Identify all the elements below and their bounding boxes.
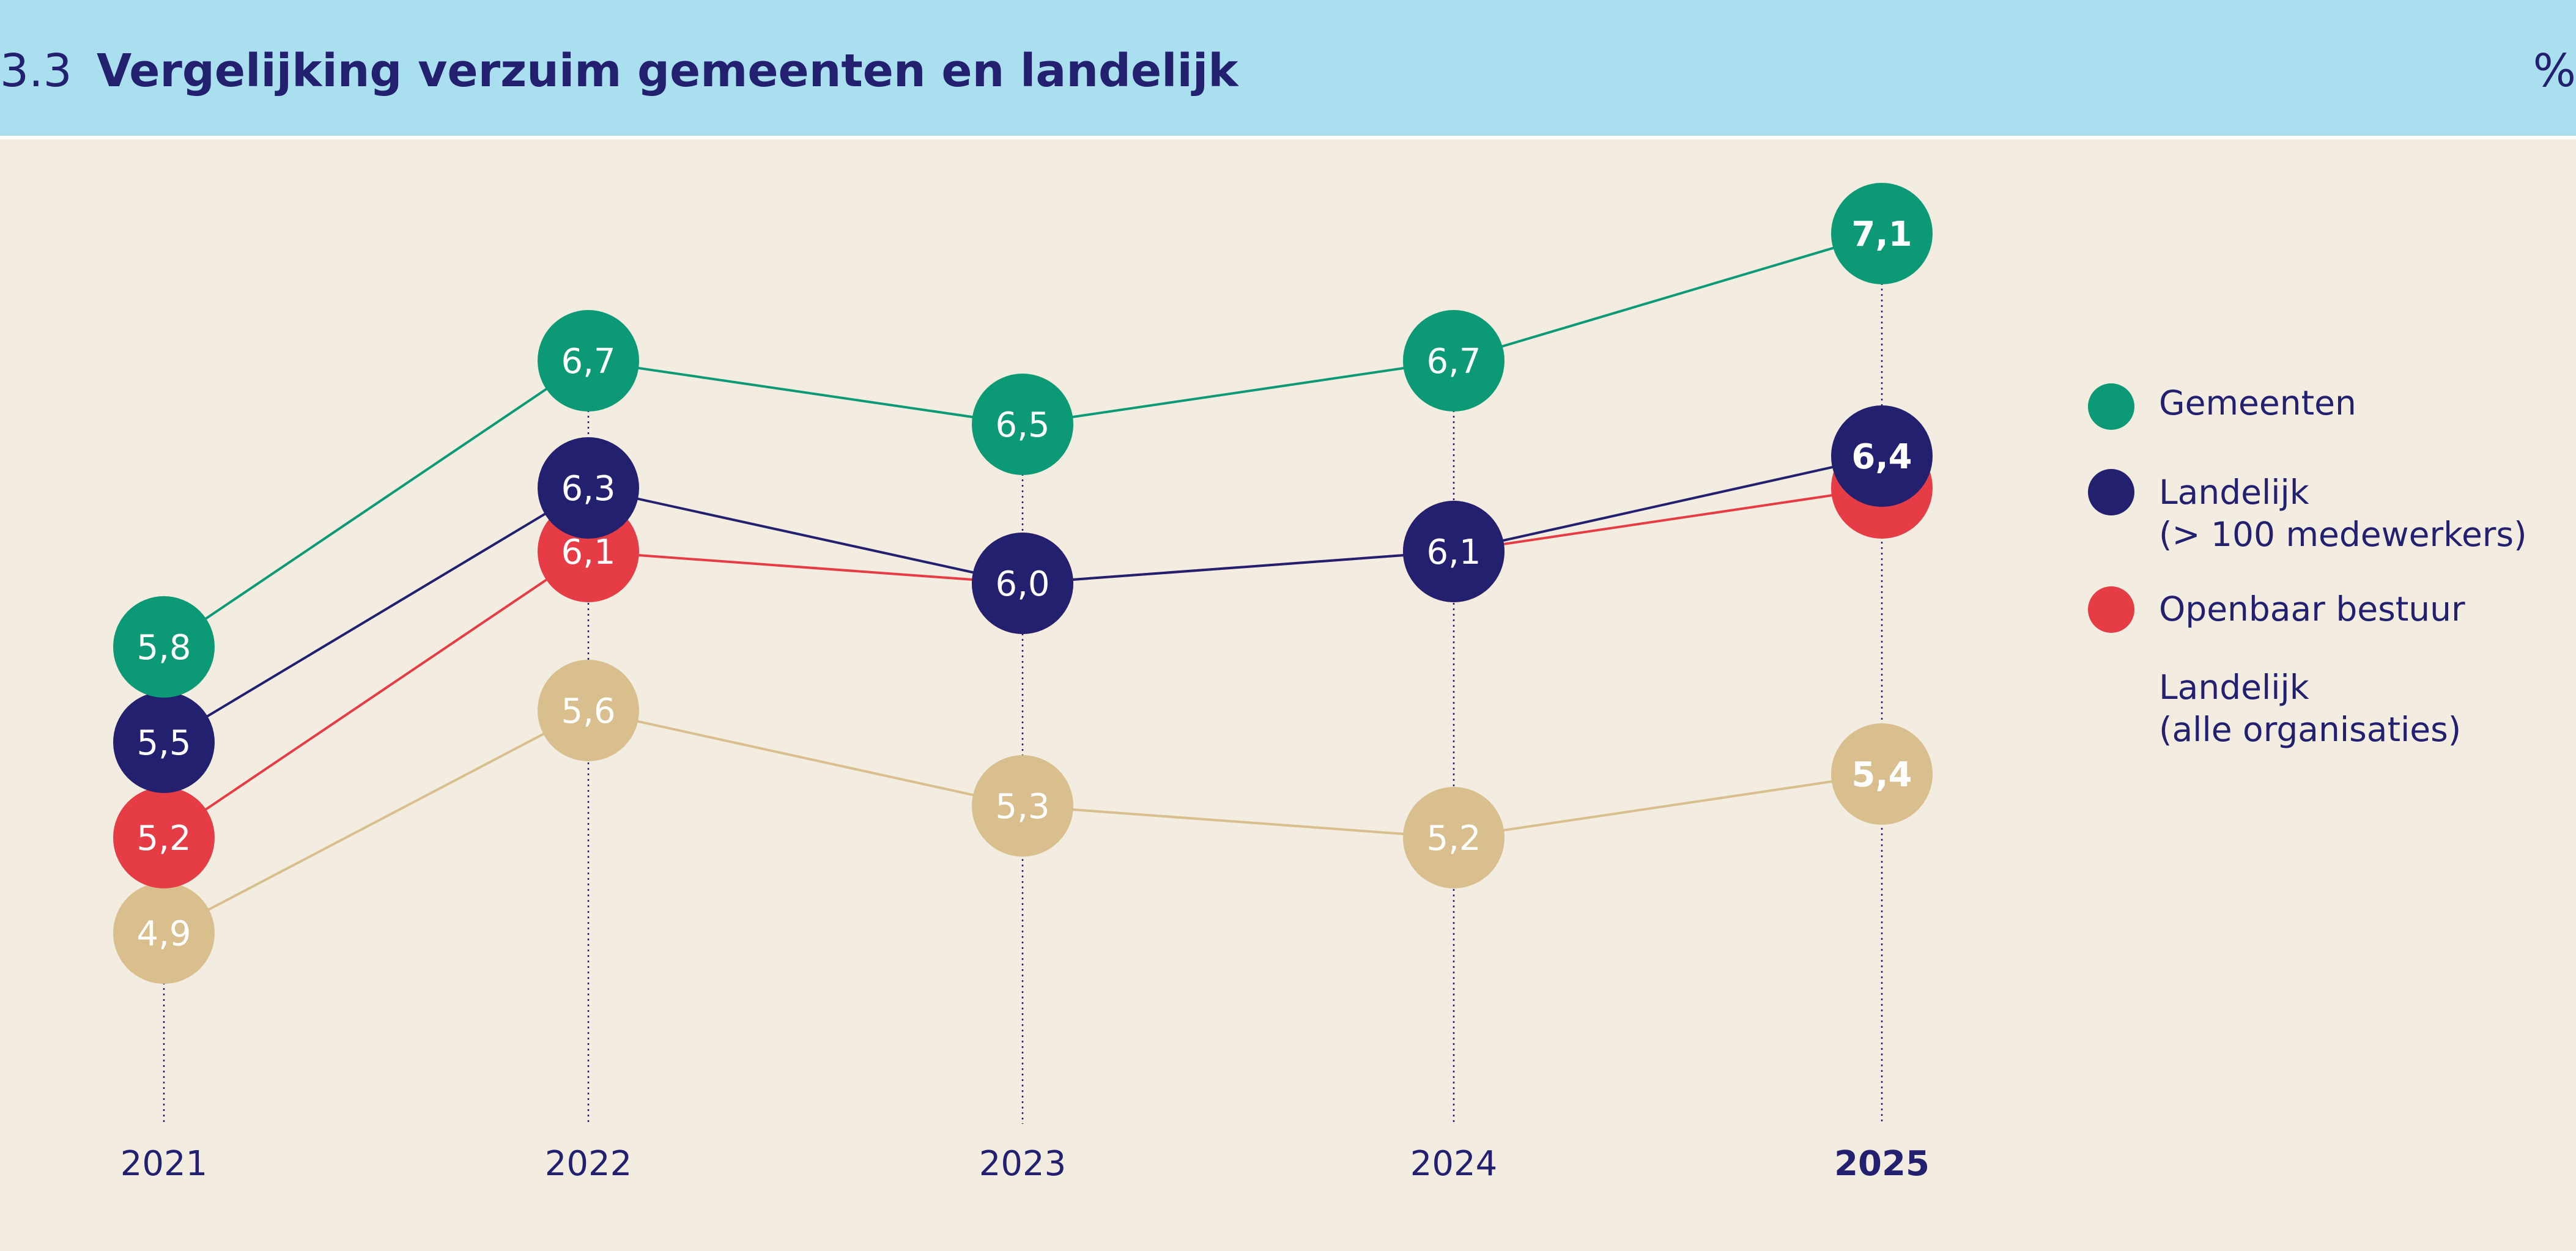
data-label-gemeenten-2025: 7,1: [1851, 215, 1912, 254]
data-label-landelijk-100-medewerkers-2022: 6,3: [561, 469, 615, 509]
x-tick-label-2021: 2021: [120, 1144, 208, 1184]
chart-title: Vergelijking verzuim gemeenten en landel…: [97, 45, 1238, 97]
x-tick-label-2024: 2024: [1410, 1144, 1498, 1184]
data-point-gemeenten-2021: [113, 596, 215, 698]
x-tick-label-2025: 2025: [1834, 1144, 1930, 1184]
legend-sublabel-landelijk-alle: (alle organisaties): [2159, 710, 2462, 749]
unit-label: %: [2533, 45, 2576, 97]
data-label-landelijk-alle-organisaties-2022: 5,6: [561, 692, 615, 731]
data-label-gemeenten-2024: 6,7: [1426, 342, 1481, 382]
legend-label-landelijk-100: Landelijk: [2159, 473, 2309, 512]
data-label-landelijk-alle-organisaties-2025: 5,4: [1851, 755, 1912, 795]
data-point-landelijk-alle-organisaties-2023: [972, 755, 1073, 857]
data-point-landelijk-100-medewerkers-2024: [1403, 501, 1505, 602]
data-point-gemeenten-2022: [538, 310, 639, 411]
x-tick-label-2022: 2022: [545, 1144, 632, 1184]
legend-swatch-gemeenten: [2088, 383, 2134, 430]
legend-swatch-openbaar-bestuur: [2088, 586, 2134, 633]
data-label-landelijk-100-medewerkers-2023: 6,0: [995, 564, 1049, 604]
data-point-gemeenten-2025: [1831, 183, 1933, 284]
legend-label-openbaar-bestuur: Openbaar bestuur: [2159, 589, 2465, 629]
legend-swatch-landelijk-100-medewerkers: [2088, 469, 2134, 515]
data-point-landelijk-100-medewerkers-2021: [113, 692, 215, 793]
title-bar: 3.3 Vergelijking verzuim gemeenten en la…: [0, 0, 2576, 139]
data-point-openbaar-bestuur-2021: [113, 787, 215, 888]
legend-sublabel-landelijk-100: (> 100 medewerkers): [2159, 515, 2527, 554]
data-point-landelijk-alle-organisaties-2025: [1831, 723, 1933, 825]
data-point-landelijk-alle-organisaties-2024: [1403, 787, 1505, 888]
legend-label-landelijk-alle: Landelijk: [2159, 668, 2309, 707]
x-tick-label-2023: 2023: [979, 1144, 1067, 1184]
data-label-openbaar-bestuur-2022: 6,1: [561, 533, 615, 572]
data-label-landelijk-alle-organisaties-2024: 5,2: [1426, 819, 1481, 858]
data-label-landelijk-100-medewerkers-2021: 5,5: [136, 723, 191, 763]
data-label-openbaar-bestuur-2021: 5,2: [136, 819, 191, 858]
data-point-gemeenten-2023: [972, 374, 1073, 475]
data-label-landelijk-alle-organisaties-2021: 4,9: [136, 914, 191, 954]
data-point-landelijk-100-medewerkers-2023: [972, 533, 1073, 634]
data-point-landelijk-100-medewerkers-2022: [538, 437, 639, 539]
data-label-gemeenten-2022: 6,7: [561, 342, 615, 382]
data-point-landelijk-100-medewerkers-2025: [1831, 405, 1933, 507]
data-label-landelijk-100-medewerkers-2025: 6,4: [1851, 437, 1912, 477]
legend-label-gemeenten: Gemeenten: [2159, 383, 2356, 423]
data-label-landelijk-alle-organisaties-2023: 5,3: [995, 787, 1049, 827]
data-label-gemeenten-2023: 6,5: [995, 405, 1049, 445]
data-label-landelijk-100-medewerkers-2024: 6,1: [1426, 533, 1481, 572]
data-point-gemeenten-2024: [1403, 310, 1505, 411]
data-label-gemeenten-2021: 5,8: [136, 628, 191, 668]
data-point-landelijk-alle-organisaties-2022: [538, 660, 639, 761]
section-number: 3.3: [0, 45, 72, 97]
data-point-landelijk-alle-organisaties-2021: [113, 882, 215, 984]
